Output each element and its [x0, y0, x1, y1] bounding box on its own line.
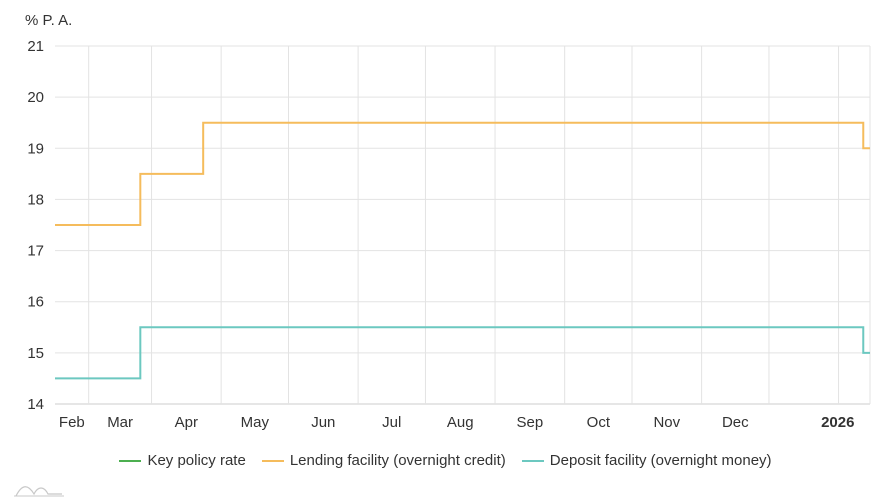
x-tick-label: Jun [311, 414, 335, 431]
y-tick-label: 15 [27, 345, 44, 362]
y-tick-label: 17 [27, 243, 44, 260]
y-tick-label: 18 [27, 191, 44, 208]
brand-logo-icon [14, 486, 64, 497]
legend-swatch-lending-facility [261, 459, 284, 462]
legend-item-deposit-facility[interactable]: Deposit facility (overnight money) [521, 452, 772, 469]
x-tick-label: Mar [107, 414, 133, 431]
x-tick-label: Apr [175, 414, 198, 431]
legend-label-deposit-facility: Deposit facility (overnight money) [549, 452, 772, 469]
y-axis-tick-labels: 14 15 16 17 18 19 20 21 [27, 38, 44, 413]
x-axis-tick-labels: Feb Mar Apr May Jun Jul Aug Sep Oct Nov Dec 2026 [59, 414, 855, 431]
y-tick-label: 16 [27, 294, 44, 311]
x-tick-label: Nov [653, 414, 680, 431]
y-tick-label: 14 [27, 396, 44, 413]
legend-swatch-deposit-facility [521, 459, 544, 462]
x-tick-label: Aug [447, 414, 474, 431]
legend-item-key-policy-rate[interactable]: Key policy rate [119, 452, 246, 469]
legend-swatch-key-policy-rate [119, 459, 142, 462]
y-tick-label: 20 [27, 89, 44, 106]
vertical-gridlines [88, 46, 871, 404]
x-tick-label: Oct [587, 414, 611, 431]
x-tick-label: Feb [59, 414, 85, 431]
chart-legend: Key policy rate Lending facility (overni… [0, 452, 891, 469]
x-tick-label: Dec [722, 414, 749, 431]
legend-label-lending-facility: Lending facility (overnight credit) [289, 452, 506, 469]
y-tick-label: 21 [27, 38, 44, 55]
x-tick-label: May [241, 414, 270, 431]
series-line-2 [55, 326, 870, 380]
x-tick-label: Sep [517, 414, 544, 431]
x-tick-label: Jul [382, 414, 401, 431]
horizontal-gridlines [55, 45, 870, 405]
series-line-1 [55, 121, 870, 226]
legend-label-key-policy-rate: Key policy rate [147, 452, 246, 469]
y-tick-label: 19 [27, 140, 44, 157]
line-chart: 14 15 16 17 18 19 20 21 Feb Mar Apr May Jun Jul Aug Se… [27, 38, 871, 431]
x-tick-label: 2026 [821, 414, 854, 431]
y-axis-unit-label: % P. A. [25, 12, 73, 29]
series-lines [55, 121, 870, 380]
legend-item-lending-facility[interactable]: Lending facility (overnight credit) [261, 452, 506, 469]
